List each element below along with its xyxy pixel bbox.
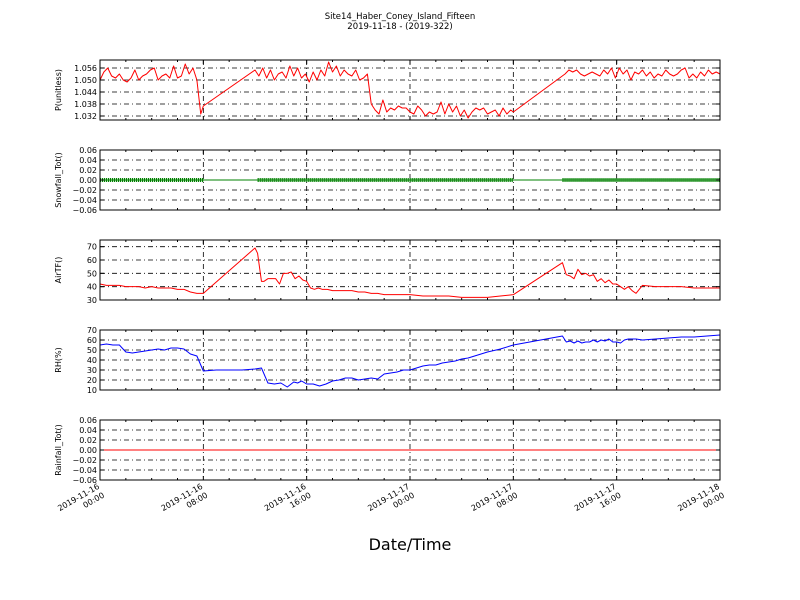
subplot-2: −0.06−0.04−0.020.000.020.040.06 Snowfall_… — [54, 146, 721, 215]
y-tick-label: 60 — [87, 336, 97, 345]
y-axis-label: Snowfall_Tot() — [54, 152, 63, 208]
series-line — [99, 334, 721, 388]
y-tick-label: 30 — [87, 296, 97, 305]
x-tick-label: 2019-11-1800:00 — [676, 482, 726, 522]
y-tick-label: −0.02 — [72, 456, 97, 465]
figure-subtitle: 2019-11-18 - (2019-322) — [347, 22, 452, 32]
series-line — [99, 61, 721, 119]
subplot-5: −0.06−0.04−0.020.000.020.040.06 Rainfall_… — [54, 416, 721, 485]
x-tick-label: 2019-11-1708:00 — [470, 482, 520, 522]
y-axis-label: RH(%) — [54, 347, 63, 372]
y-tick-label: 60 — [87, 256, 97, 265]
y-tick-label: 70 — [87, 243, 97, 252]
y-tick-label: 1.050 — [74, 76, 97, 85]
y-tick-label: −0.06 — [72, 206, 97, 215]
y-tick-label: 40 — [87, 283, 97, 292]
y-tick-label: 1.038 — [74, 100, 97, 109]
y-tick-label: 50 — [87, 269, 97, 278]
y-tick-label: 0.04 — [79, 426, 97, 435]
subplot-1: 1.032 1.038 1.044 1.050 1.056 P(unitless) — [54, 59, 721, 121]
x-tick-label: 2019-11-1616:00 — [263, 482, 313, 522]
y-tick-label: 0.00 — [79, 446, 97, 455]
figure-title: Site14_Haber_Coney_Island_Fifteen — [325, 12, 476, 22]
y-tick-label: 50 — [87, 346, 97, 355]
y-tick-label: 1.032 — [74, 112, 97, 121]
y-tick-label: 20 — [87, 376, 97, 385]
subplot-panels: 1.032 1.038 1.044 1.050 1.056 P(unitless) −0.0… — [54, 59, 721, 485]
y-tick-label: 30 — [87, 366, 97, 375]
y-tick-label: −0.06 — [72, 476, 97, 485]
series-line — [99, 247, 720, 298]
y-tick-label: −0.02 — [72, 186, 97, 195]
y-tick-label: 70 — [87, 326, 97, 335]
y-tick-label: 0.04 — [79, 156, 97, 165]
y-tick-label: 0.02 — [79, 166, 97, 175]
y-tick-label: −0.04 — [72, 196, 97, 205]
y-tick-label: 1.044 — [74, 88, 97, 97]
x-axis-label: Date/Time — [369, 535, 452, 554]
y-axis-label: AirTF() — [54, 257, 63, 284]
y-tick-label: 40 — [87, 356, 97, 365]
y-tick-label: 10 — [87, 386, 97, 395]
y-tick-label: 0.06 — [79, 416, 97, 425]
y-tick-label: 0.06 — [79, 146, 97, 155]
y-tick-label: 0.00 — [79, 176, 97, 185]
y-axis-label: Rainfall_Tot() — [54, 424, 63, 476]
y-tick-label: 1.056 — [74, 64, 97, 73]
y-tick-label: −0.04 — [72, 466, 97, 475]
x-tick-label: 2019-11-1608:00 — [160, 482, 210, 522]
x-axis-tick-labels: 2019-11-1600:00 2019-11-1608:00 2019-11-16… — [56, 482, 726, 522]
subplot-3: 30 40 50 60 70 AirTF() — [54, 239, 721, 305]
x-tick-label: 2019-11-1716:00 — [573, 482, 623, 522]
x-tick-label: 2019-11-1700:00 — [366, 482, 416, 522]
x-tick-label: 2019-11-1600:00 — [56, 482, 106, 522]
y-tick-label: 0.02 — [79, 436, 97, 445]
y-axis-label: P(unitless) — [54, 69, 63, 111]
